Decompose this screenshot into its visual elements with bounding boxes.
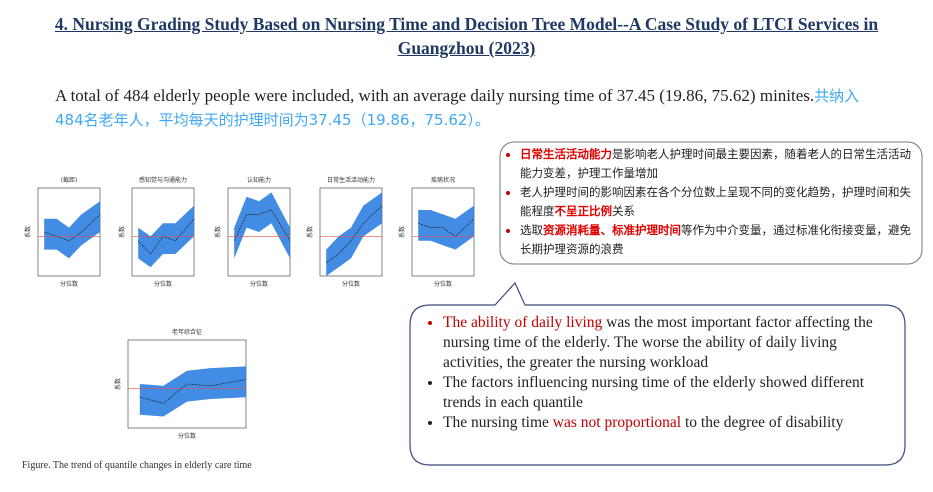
estimate-line <box>139 379 247 404</box>
x-axis-label: 分位数 <box>178 432 196 440</box>
bullet: 日常生活活动能力是影响老人护理时间最主要因素，随着老人的日常生活活动能力变差，护… <box>520 145 914 183</box>
estimate-line <box>418 218 475 237</box>
y-axis-label: 系数 <box>118 226 126 238</box>
bullet: The nursing time was not proportional to… <box>443 413 895 433</box>
panel-title: 老年综合征 <box>172 328 202 336</box>
y-axis-label: 系数 <box>24 226 32 238</box>
x-axis-label: 分位数 <box>250 280 268 288</box>
confidence-band <box>326 192 382 276</box>
y-axis-label: 系数 <box>214 226 222 238</box>
x-axis-label: 分位数 <box>154 280 172 288</box>
chinese-box: 日常生活活动能力是影响老人护理时间最主要因素，随着老人的日常生活活动能力变差，护… <box>502 145 914 259</box>
english-bullets: The ability of daily living was the most… <box>425 313 895 433</box>
slide-title: 4. Nursing Grading Study Based on Nursin… <box>54 14 879 58</box>
panel-title: 日常生活活动能力 <box>327 176 375 184</box>
highlight-text: The ability of daily living <box>443 314 603 331</box>
english-box: The ability of daily living was the most… <box>425 313 895 433</box>
confidence-band <box>139 366 246 417</box>
bullet: 老人护理时间的影响因素在各个分位数上呈现不同的变化趋势，护理时间和失能程度不呈正… <box>520 183 914 221</box>
panel-title: 感知觉与沟通能力 <box>139 176 187 184</box>
confidence-band <box>44 201 100 259</box>
x-axis-label: 分位数 <box>342 280 360 288</box>
estimate-line <box>233 209 291 241</box>
text: 等作为中介变量，通过标准化衔接变量，避免长期护理资源的浪费 <box>520 223 911 256</box>
summary-english: A total of 484 elderly people were inclu… <box>55 86 815 105</box>
chinese-bullets: 日常生活活动能力是影响老人护理时间最主要因素，随着老人的日常生活活动能力变差，护… <box>502 145 914 259</box>
text: to the degree of disability <box>681 414 844 431</box>
highlight-text: was not proportional <box>552 414 682 431</box>
chinese-box-border <box>499 141 923 265</box>
y-axis-label: 系数 <box>306 226 314 238</box>
bullet: 选取资源消耗量、标准护理时间等作为中介变量，通过标准化衔接变量，避免长期护理资源… <box>520 221 914 259</box>
confidence-band <box>234 192 290 259</box>
panel-title: 疾病状况 <box>431 176 455 184</box>
y-axis-label: 系数 <box>398 226 406 238</box>
highlight-text: 不呈正比例 <box>554 204 613 218</box>
english-callout-border <box>409 281 906 466</box>
panel-frame <box>319 187 383 277</box>
text: The nursing time <box>443 414 553 431</box>
panel-title: 认知能力 <box>247 176 271 184</box>
text: was the most important factor affecting … <box>443 314 873 371</box>
highlight-text: 资源消耗量、标准护理时间 <box>543 223 681 237</box>
text: The factors influencing nursing time of … <box>443 374 865 411</box>
text: 老人护理时间的影响因素在各个分位数上呈现不同的变化趋势，护理时间和失能程度 <box>520 185 911 218</box>
panel-title: (截距) <box>61 176 78 184</box>
figure-caption: Figure. The trend of quantile changes in… <box>22 460 252 471</box>
x-axis-label: 分位数 <box>60 280 78 288</box>
summary-chinese: 共纳入484名老年人，平均每天的护理时间为37.45（19.86，75.62）。 <box>55 87 860 129</box>
highlight-text: 日常生活活动能力 <box>520 147 612 161</box>
summary: A total of 484 elderly people were inclu… <box>55 84 875 132</box>
y-axis-label: 系数 <box>114 378 122 390</box>
estimate-line <box>325 205 383 264</box>
text: 关系 <box>612 204 635 218</box>
bullet: The ability of daily living was the most… <box>443 313 895 373</box>
confidence-band <box>418 205 474 250</box>
x-axis-label: 分位数 <box>434 280 452 288</box>
text: 是影响老人护理时间最主要因素，随着老人的日常生活活动能力变差，护理工作量增加 <box>520 147 911 180</box>
bullet: The factors influencing nursing time of … <box>443 373 895 413</box>
text: 选取 <box>520 223 543 237</box>
